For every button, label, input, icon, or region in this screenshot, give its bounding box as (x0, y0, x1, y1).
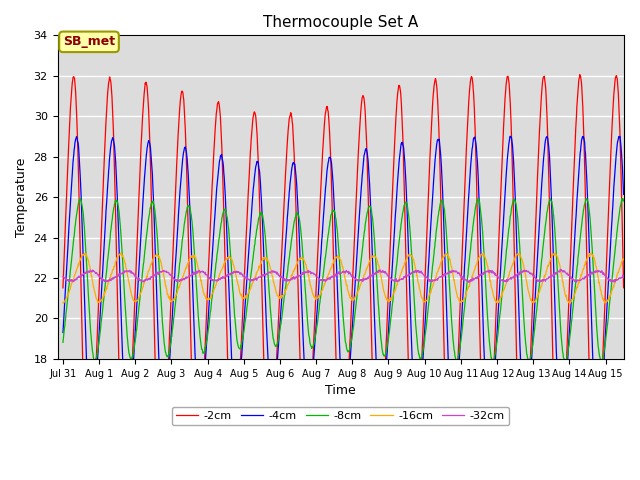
-4cm (620, 192, 627, 197)
-16cm (566, 300, 574, 306)
-2cm (319, 151, 326, 156)
-16cm (378, 281, 386, 287)
Legend: -2cm, -4cm, -8cm, -16cm, -32cm: -2cm, -4cm, -8cm, -16cm, -32cm (172, 407, 509, 425)
-2cm (125, 434, 133, 440)
-8cm (598, 359, 605, 365)
-4cm (378, 412, 386, 418)
-4cm (319, 227, 326, 233)
-32cm (308, 270, 316, 276)
Line: -16cm: -16cm (63, 253, 623, 303)
-32cm (465, 279, 472, 285)
-2cm (59, 285, 67, 291)
Line: -2cm: -2cm (63, 74, 623, 480)
-8cm (308, 344, 316, 350)
-32cm (59, 274, 67, 279)
-32cm (102, 277, 110, 283)
-32cm (620, 273, 627, 279)
-32cm (378, 269, 386, 275)
-2cm (308, 364, 316, 370)
Line: -8cm: -8cm (63, 199, 623, 362)
-2cm (102, 112, 110, 118)
-2cm (297, 386, 305, 392)
-16cm (309, 291, 317, 297)
-4cm (308, 373, 316, 379)
-16cm (59, 300, 67, 306)
-32cm (319, 277, 326, 283)
-16cm (298, 255, 305, 261)
-8cm (59, 339, 67, 345)
-16cm (117, 250, 125, 256)
-16cm (125, 282, 133, 288)
-32cm (125, 269, 133, 275)
Line: -32cm: -32cm (63, 269, 623, 282)
-8cm (619, 196, 627, 202)
-8cm (319, 278, 326, 284)
Y-axis label: Temperature: Temperature (15, 157, 28, 237)
-16cm (319, 286, 327, 291)
-2cm (620, 285, 627, 291)
-8cm (378, 346, 386, 351)
-8cm (125, 351, 133, 357)
-4cm (297, 276, 305, 281)
-32cm (557, 266, 564, 272)
-4cm (59, 330, 67, 336)
-8cm (620, 198, 627, 204)
Text: SB_met: SB_met (63, 36, 115, 48)
-16cm (102, 285, 110, 291)
Line: -4cm: -4cm (63, 136, 623, 428)
-4cm (557, 425, 565, 431)
-4cm (125, 414, 133, 420)
-2cm (378, 434, 386, 440)
-8cm (102, 270, 110, 276)
X-axis label: Time: Time (325, 384, 356, 397)
Title: Thermocouple Set A: Thermocouple Set A (263, 15, 418, 30)
-4cm (102, 204, 110, 210)
-16cm (620, 256, 627, 262)
-2cm (576, 72, 584, 77)
-32cm (297, 272, 305, 277)
-8cm (297, 228, 305, 234)
-4cm (506, 133, 514, 139)
